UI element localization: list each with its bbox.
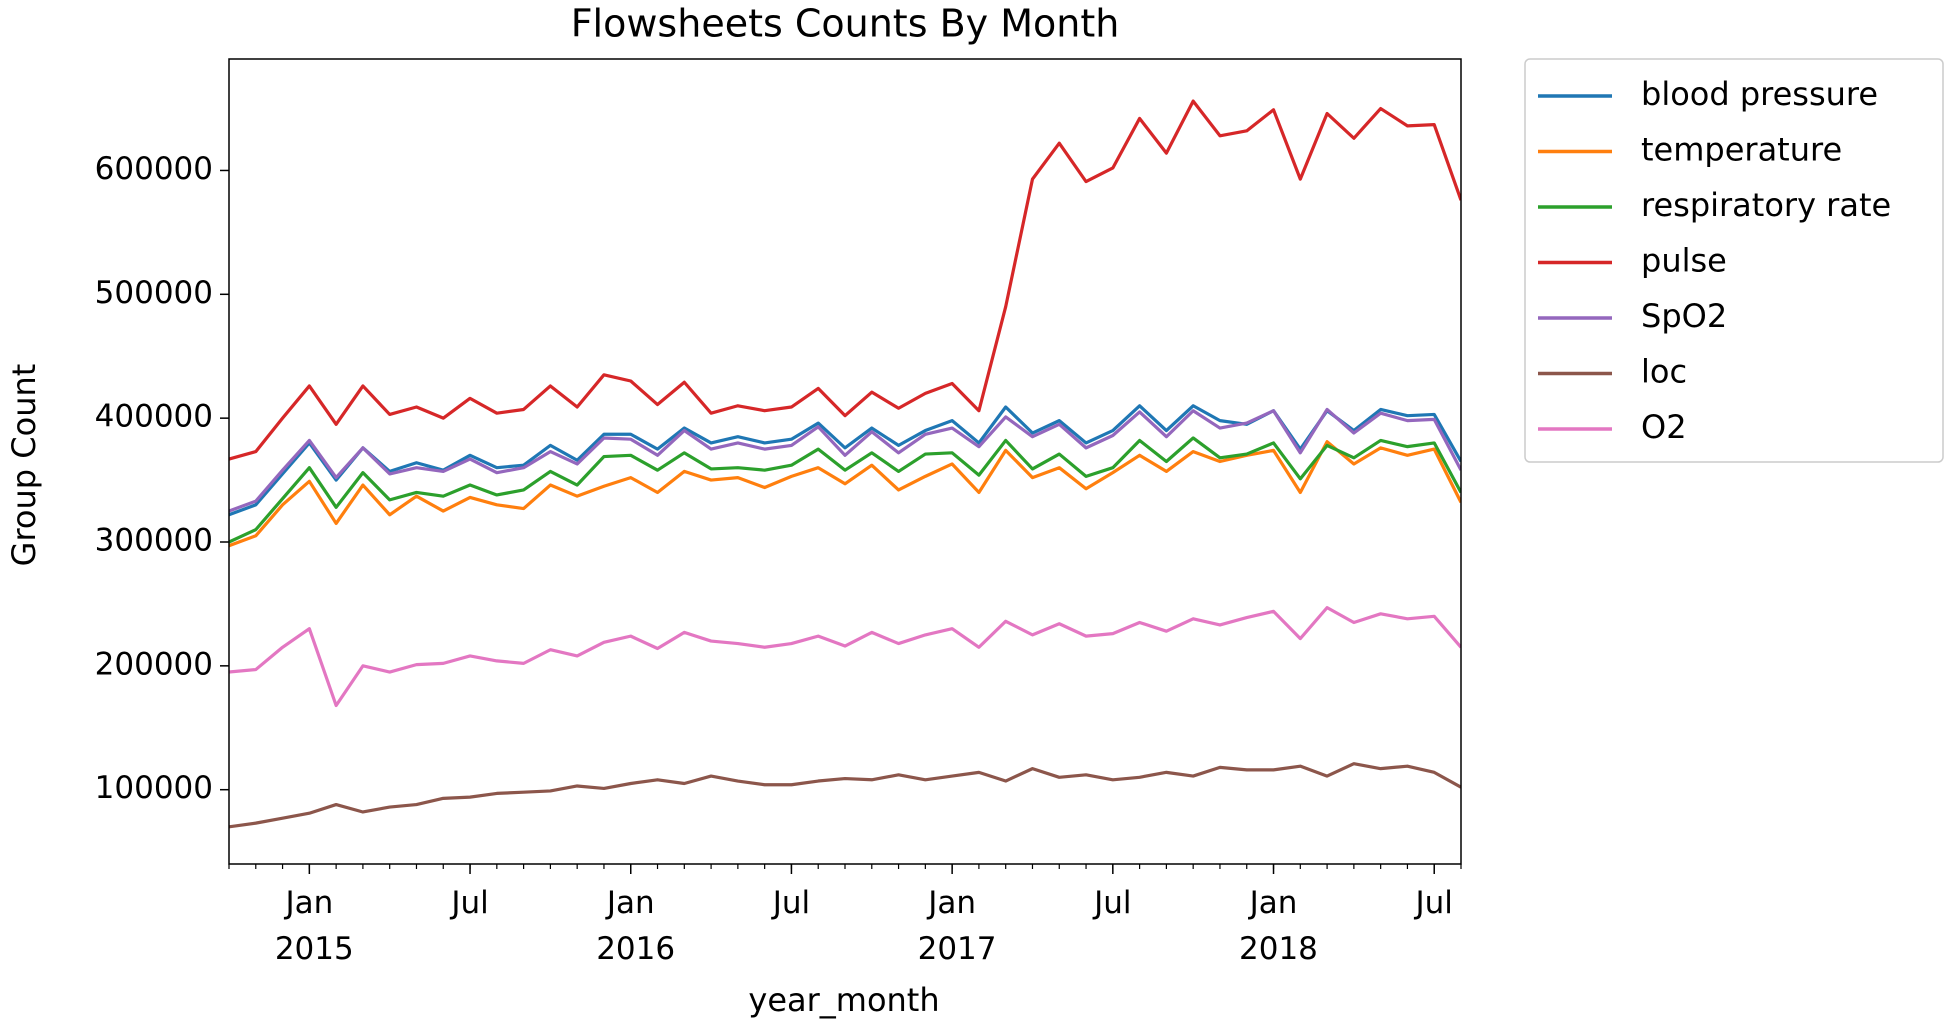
y-tick-label: 600000 [95, 151, 213, 187]
x-tick-label: Jul [1092, 885, 1131, 921]
x-tick-label: Jul [771, 885, 810, 921]
y-tick-label: 400000 [95, 399, 213, 435]
chart-title: Flowsheets Counts By Month [571, 2, 1120, 46]
line-series [229, 407, 1461, 513]
line-series [229, 762, 1461, 829]
legend-label: respiratory rate [1641, 186, 1891, 224]
plot-frame [228, 58, 1462, 865]
y-tick-label: 200000 [95, 646, 213, 682]
x-tick-label: Jan 2016 [586, 885, 675, 967]
y-tick-label: 500000 [95, 275, 213, 311]
y-axis-label: Group Count [5, 364, 43, 567]
legend-label: SpO2 [1641, 297, 1727, 335]
x-tick-label: Jul [449, 885, 488, 921]
x-tick-label: Jan 2017 [908, 885, 997, 967]
line-series [229, 436, 1461, 544]
x-tick-label: Jul [1414, 885, 1453, 921]
x-tick-label: Jan 2018 [1229, 885, 1318, 967]
line-series [229, 440, 1461, 548]
y-tick-label: 300000 [95, 523, 213, 559]
legend-label: loc [1641, 353, 1687, 391]
line-series [229, 606, 1461, 708]
line-series [229, 99, 1461, 461]
legend-box [1524, 58, 1944, 463]
x-axis-label: year_month [748, 981, 939, 1019]
legend-label: O2 [1641, 408, 1687, 446]
x-tick-label: Jan 2015 [265, 885, 354, 967]
legend-label: blood pressure [1641, 75, 1878, 113]
legend-label: temperature [1641, 131, 1842, 169]
y-tick-label: 100000 [95, 770, 213, 806]
legend-label: pulse [1641, 242, 1727, 280]
